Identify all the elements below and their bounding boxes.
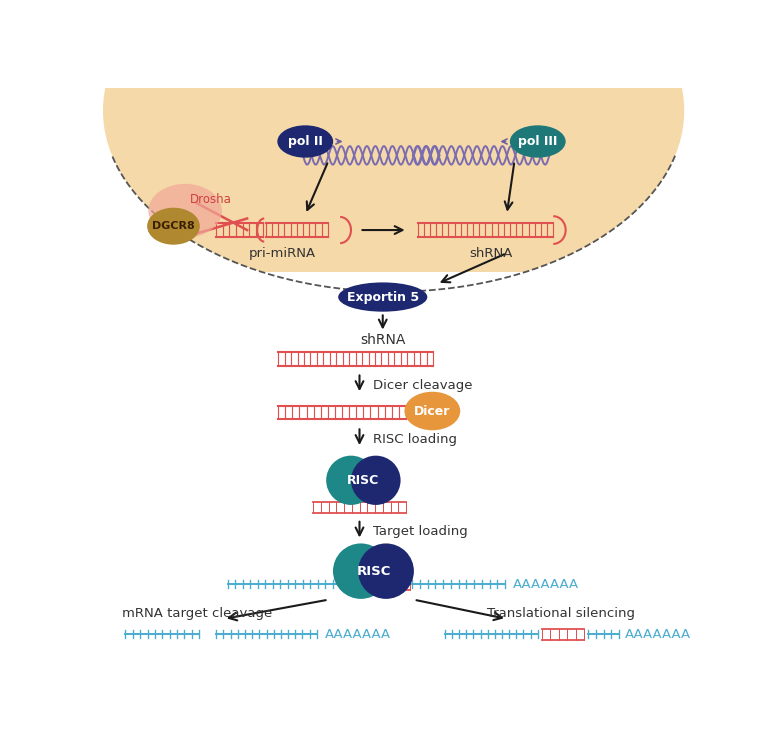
Text: RISC loading: RISC loading: [373, 433, 458, 446]
Text: pol III: pol III: [518, 135, 558, 148]
Ellipse shape: [510, 126, 566, 158]
Bar: [96, 272, 691, 658]
Ellipse shape: [147, 208, 200, 245]
Text: RISC: RISC: [356, 565, 391, 577]
Text: pri-miRNA: pri-miRNA: [248, 247, 316, 260]
Text: shRNA: shRNA: [360, 333, 406, 347]
Text: Drosha: Drosha: [190, 193, 232, 206]
Circle shape: [351, 456, 401, 505]
Text: Exportin 5: Exportin 5: [346, 291, 419, 304]
Text: pol II: pol II: [288, 135, 323, 148]
Text: shRNA: shRNA: [469, 247, 513, 260]
Ellipse shape: [277, 126, 333, 158]
Text: DGCR8: DGCR8: [152, 221, 195, 231]
Text: Target loading: Target loading: [373, 526, 468, 539]
Circle shape: [358, 543, 414, 599]
Ellipse shape: [405, 392, 460, 430]
Text: AAAAAAA: AAAAAAA: [624, 628, 690, 641]
Text: mRNA target cleavage: mRNA target cleavage: [121, 607, 272, 620]
Text: Translational silencing: Translational silencing: [487, 607, 635, 620]
Text: AAAAAAA: AAAAAAA: [325, 628, 391, 641]
Text: Dicer: Dicer: [414, 404, 451, 418]
Ellipse shape: [103, 0, 684, 292]
Circle shape: [333, 543, 389, 599]
Circle shape: [326, 456, 376, 505]
Text: RISC: RISC: [347, 474, 379, 487]
Ellipse shape: [148, 184, 222, 238]
Text: AAAAAAA: AAAAAAA: [513, 577, 579, 591]
Ellipse shape: [338, 283, 427, 312]
Text: Dicer cleavage: Dicer cleavage: [373, 379, 473, 392]
